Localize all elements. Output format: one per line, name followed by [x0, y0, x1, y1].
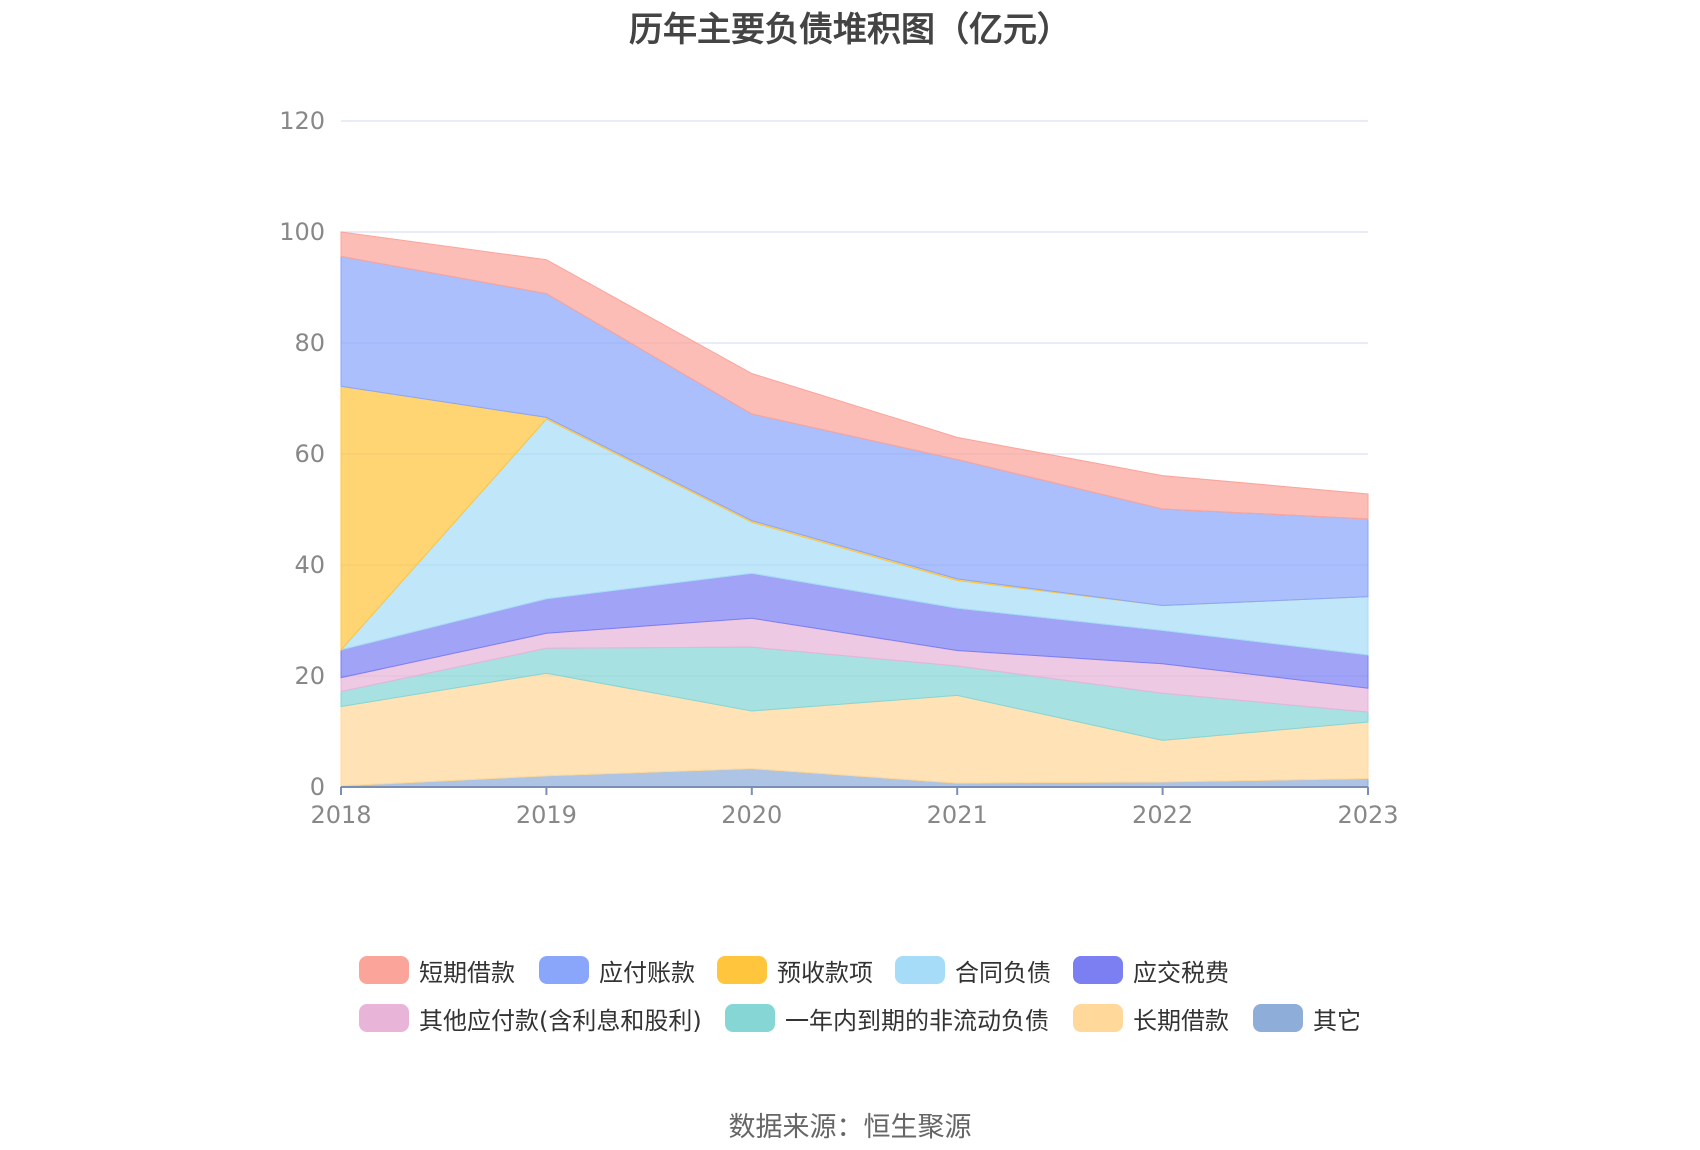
x-tick-label: 2018: [310, 801, 371, 829]
y-tick-label: 80: [294, 329, 325, 357]
legend-swatch: [1253, 1004, 1303, 1032]
legend-label: 预收款项: [777, 958, 873, 987]
y-tick-label: 120: [279, 107, 325, 135]
legend-swatch: [1073, 1004, 1123, 1032]
y-tick-label: 40: [294, 551, 325, 579]
area-series-短期借款: [340, 231, 1369, 520]
legend-swatch: [725, 1004, 775, 1032]
legend-item[interactable]: 长期借款: [1073, 1003, 1229, 1035]
legend-swatch: [539, 956, 589, 984]
x-tick-label: 2022: [1132, 801, 1193, 829]
x-tick-label: 2019: [516, 801, 577, 829]
y-tick-label: 0: [310, 773, 325, 801]
legend-label: 其它: [1313, 1006, 1361, 1035]
area-series: [339, 231, 1369, 788]
legend-item[interactable]: 应付账款: [539, 955, 695, 987]
legend-label: 长期借款: [1133, 1006, 1229, 1035]
legend-swatch: [895, 956, 945, 984]
legend-swatch: [1073, 956, 1123, 984]
legend-item[interactable]: 应交税费: [1073, 955, 1229, 987]
source-text: 数据来源：恒生聚源: [728, 1112, 972, 1143]
y-tick-label: 60: [294, 440, 325, 468]
legend-item[interactable]: 一年内到期的非流动负债: [725, 1003, 1049, 1035]
legend-swatch: [359, 956, 409, 984]
legend-item[interactable]: 其他应付款(含利息和股利): [359, 1003, 702, 1035]
legend-label: 一年内到期的非流动负债: [785, 1006, 1049, 1035]
y-tick-label: 100: [279, 218, 325, 246]
legend-item[interactable]: 其它: [1253, 1003, 1361, 1035]
legend-label: 其他应付款(含利息和股利): [419, 1006, 702, 1035]
legend-item[interactable]: 短期借款: [359, 955, 515, 987]
x-tick-label: 2020: [721, 801, 782, 829]
x-tick-label: 2021: [927, 801, 988, 829]
x-tick-label: 2023: [1337, 801, 1398, 829]
legend-item[interactable]: 预收款项: [717, 955, 873, 987]
chart-title: 历年主要负债堆积图（亿元）: [629, 10, 1071, 50]
legend-swatch: [717, 956, 767, 984]
legend-item[interactable]: 合同负债: [895, 955, 1051, 987]
axes: 0 20 40 60 80 100 120 2018 2019 2020 2021 2022 2023: [279, 107, 1398, 829]
legend-label: 合同负债: [955, 958, 1051, 987]
legend-label: 应交税费: [1133, 958, 1229, 987]
legend-label: 应付账款: [599, 958, 695, 987]
legend-swatch: [359, 1004, 409, 1032]
y-tick-label: 20: [294, 662, 325, 690]
legend-label: 短期借款: [419, 958, 515, 987]
